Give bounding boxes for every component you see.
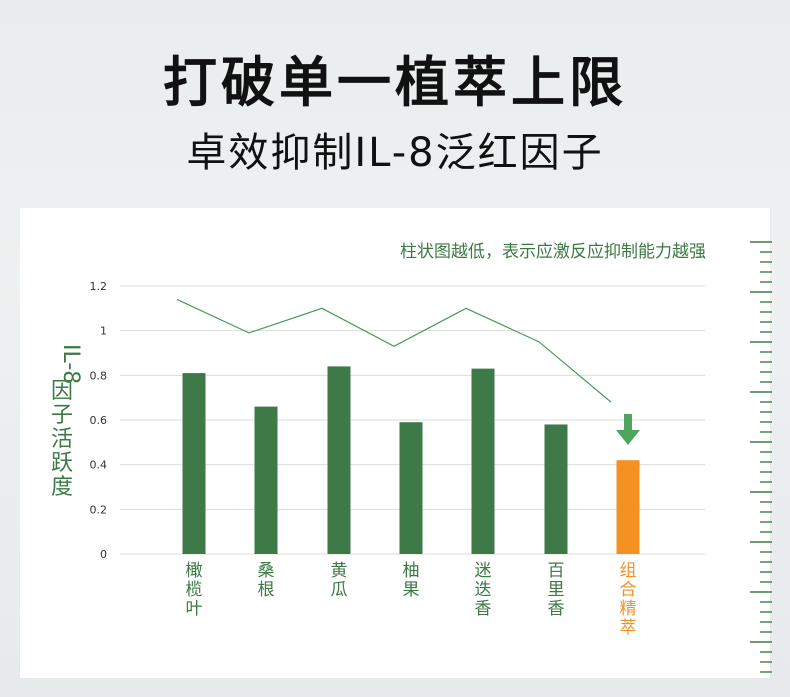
y-tick-label: 0: [100, 548, 107, 561]
main-title: 打破单一植萃上限: [163, 51, 627, 114]
category-label-1: 桑根: [258, 561, 275, 600]
bar-3: [399, 422, 423, 554]
trend-line: [176, 298, 612, 403]
y-tick-label: 0.4: [90, 459, 108, 472]
category-labels: 橄榄叶 桑根 黄瓜 柚果 迷迭香 百里香 组合精萃: [186, 561, 637, 638]
arrow-shaft: [624, 414, 632, 430]
down-arrow-icon: [616, 414, 640, 445]
bar-1: [254, 406, 278, 554]
y-tick-label: 1.2: [90, 280, 108, 293]
y-tick-label: 1: [100, 325, 107, 338]
bar-0: [182, 373, 206, 554]
y-axis-label: 因子活跃度: [51, 379, 73, 500]
y-tick-label: 0.2: [90, 503, 108, 516]
category-label-4: 迷迭香: [475, 561, 492, 619]
bar-4: [471, 368, 495, 554]
category-label-5: 百里香: [548, 561, 565, 619]
chart-annotation: 柱状图越低，表示应激反应抑制能力越强: [400, 242, 706, 262]
category-label-3: 柚果: [403, 561, 420, 600]
y-tick-label: 0.6: [90, 414, 108, 427]
category-label-0: 橄榄叶: [186, 561, 203, 619]
bar-6: [616, 460, 640, 554]
ruler-decoration: [750, 241, 772, 673]
bar-5: [544, 424, 568, 554]
category-label-2: 黄瓜: [331, 561, 348, 600]
bars: [182, 366, 640, 554]
category-label-6: 组合精萃: [620, 561, 637, 638]
sub-title: 卓效抑制IL-8泛红因子: [186, 130, 604, 176]
y-axis-ticks: 0 0.2 0.4 0.6 0.8 1 1.2: [90, 280, 108, 561]
y-axis-label-latin: IL-8: [58, 344, 83, 384]
arrow-head: [616, 430, 640, 445]
bar-2: [327, 366, 351, 554]
y-tick-label: 0.8: [90, 369, 108, 382]
